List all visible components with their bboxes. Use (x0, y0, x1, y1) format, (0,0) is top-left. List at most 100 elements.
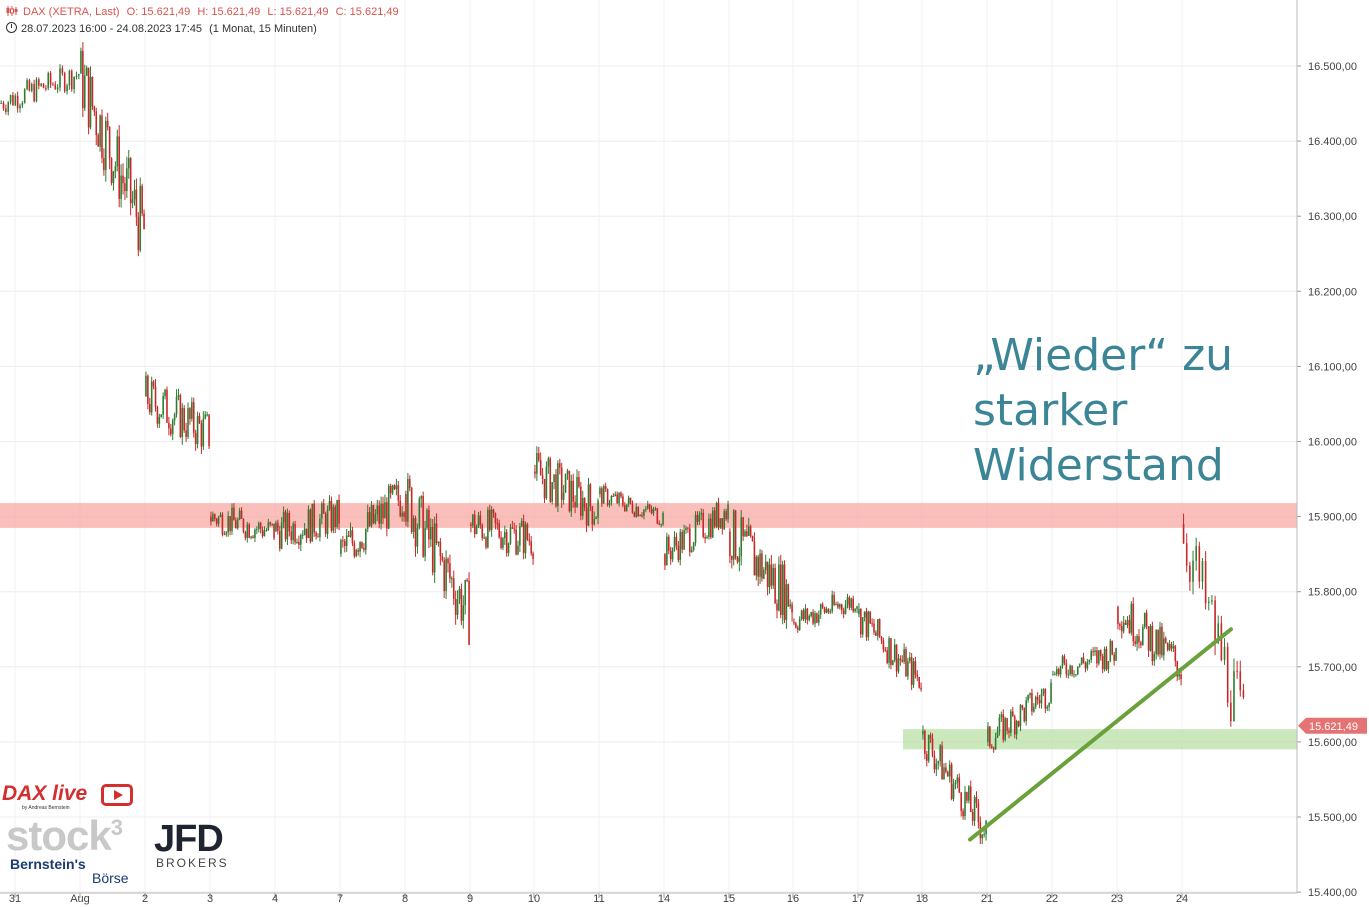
candle-body (70, 70, 73, 90)
candle-body (19, 105, 21, 109)
candle-body (1140, 642, 1142, 646)
candle-body (1147, 626, 1150, 651)
candle-body (160, 414, 163, 418)
candle-body (475, 526, 478, 534)
candle-body (814, 613, 816, 624)
candle-body (334, 506, 337, 528)
candle-body (689, 528, 691, 553)
candle-body (498, 523, 500, 538)
candle-body (399, 500, 402, 517)
candle-body (343, 541, 346, 547)
candle-body (1109, 640, 1112, 662)
x-tick-label: 8 (402, 893, 408, 905)
candle-body (751, 536, 754, 542)
candle-body (1107, 661, 1110, 670)
candle-body (776, 603, 778, 611)
candle-body (677, 545, 680, 561)
candle-body (625, 504, 628, 512)
candle-body (844, 604, 847, 614)
candle-body (882, 640, 885, 650)
candle-body (998, 717, 1001, 732)
candle-body (989, 726, 991, 747)
y-tick-label: 15.800,00 (1308, 587, 1357, 599)
candle-body (21, 102, 24, 106)
candle-body (539, 460, 542, 476)
candle-body (494, 512, 497, 524)
candle-body (1242, 690, 1245, 697)
candle-body (38, 79, 40, 86)
candle-body (200, 423, 203, 447)
candle-body (610, 495, 613, 504)
candle-body (124, 183, 126, 192)
candle-body (1142, 627, 1144, 646)
candle-body (87, 67, 90, 128)
candle-body (63, 73, 66, 92)
candle-body (620, 492, 622, 497)
candle-body (286, 513, 289, 540)
candle-body (1008, 730, 1010, 733)
candle-body (1178, 674, 1180, 677)
candle-body (445, 558, 447, 591)
candle-body (1094, 650, 1096, 653)
candle-body (401, 512, 403, 517)
candle-body (473, 514, 476, 534)
candle-body (357, 550, 359, 552)
stock3-logo: stock3 (6, 812, 123, 859)
candle-body (490, 509, 493, 530)
candle-body (747, 526, 750, 536)
candle-body (585, 507, 588, 526)
candle-body (721, 518, 724, 529)
candle-body (309, 509, 312, 542)
candle-body (338, 499, 340, 524)
candle-body (1038, 700, 1041, 704)
candle-body (1052, 674, 1054, 676)
candle-body (177, 395, 180, 397)
candle-body (886, 650, 888, 663)
candle-body (761, 553, 763, 579)
candle-body (798, 619, 801, 630)
candle-body (1130, 603, 1133, 633)
candle-body (181, 407, 184, 438)
candle-body (254, 529, 256, 538)
candle-body (118, 136, 120, 199)
candle-body (927, 734, 930, 761)
candle-body (428, 509, 430, 540)
candle-body (93, 106, 96, 112)
candle-body (1057, 669, 1060, 675)
candle-body (324, 513, 327, 534)
candle-body (126, 168, 128, 192)
candle-body (1149, 626, 1152, 651)
candle-body (654, 508, 657, 510)
candle-body (918, 676, 920, 688)
candle-body (778, 564, 780, 611)
candle-body (1084, 662, 1087, 669)
x-tick-label: 14 (658, 893, 670, 905)
candle-body (82, 50, 84, 109)
candle-body (217, 516, 220, 524)
candle-body (332, 506, 335, 531)
candle-body (907, 661, 909, 677)
candle-body (340, 540, 342, 555)
y-tick-label: 16.200,00 (1308, 286, 1357, 298)
candle-body (223, 534, 226, 536)
candlestick-icon (6, 6, 18, 16)
candle-body (1046, 706, 1049, 709)
candle-body (749, 526, 752, 537)
candle-body (770, 564, 773, 586)
candle-body (108, 127, 111, 159)
candle-body (662, 513, 664, 525)
candle-body (372, 505, 375, 524)
candle-body (1015, 721, 1018, 735)
candle-body (284, 511, 287, 540)
candle-body (273, 523, 275, 538)
candle-body (1111, 640, 1114, 655)
candle-body (576, 477, 578, 508)
candle-body (541, 475, 544, 479)
candle-body (139, 185, 142, 251)
candle-body (120, 175, 122, 199)
candle-body (1027, 695, 1029, 701)
candle-body (643, 509, 645, 516)
candle-body (464, 579, 467, 606)
candle-body (914, 661, 917, 675)
